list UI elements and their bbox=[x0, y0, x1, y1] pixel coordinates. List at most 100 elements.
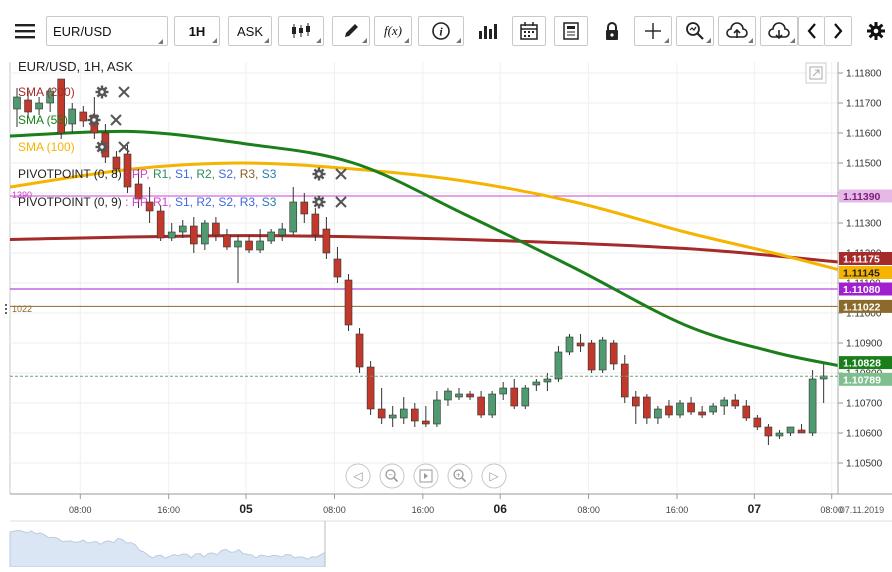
download-button[interactable] bbox=[760, 16, 798, 46]
crosshair-button[interactable] bbox=[634, 16, 672, 46]
next-button[interactable] bbox=[824, 16, 852, 46]
candle-bullish bbox=[444, 388, 452, 406]
candle-bearish bbox=[366, 361, 375, 415]
chart-type-button[interactable] bbox=[278, 16, 324, 46]
candle-bullish bbox=[775, 430, 784, 439]
magnifier-lens bbox=[453, 469, 464, 480]
settings-button[interactable] bbox=[862, 16, 890, 46]
candle-body bbox=[311, 213, 320, 236]
candle-bearish bbox=[123, 145, 132, 193]
candle-bearish bbox=[665, 400, 673, 418]
gear-tooth bbox=[103, 93, 108, 98]
pivot-legend-row: PIVOTPOINT (0, 8) : PP, R1, S1, R2, S2, … bbox=[18, 167, 347, 181]
close-icon[interactable] bbox=[118, 86, 130, 98]
candle-body bbox=[587, 342, 596, 371]
close-icon[interactable] bbox=[335, 168, 347, 180]
price-badge: 1.11145 bbox=[839, 266, 892, 280]
gear-tooth bbox=[320, 203, 325, 208]
candle-bullish bbox=[554, 346, 563, 382]
gear-icon[interactable] bbox=[312, 167, 326, 181]
indicator-row: SMA (200) bbox=[18, 85, 130, 99]
gear-tooth bbox=[88, 114, 93, 119]
candle-bullish bbox=[433, 391, 441, 427]
timeframe-button[interactable]: 1H bbox=[174, 16, 220, 46]
time-tick-label: 08:00 bbox=[820, 505, 843, 515]
indicator-label: SMA (200) bbox=[18, 85, 75, 99]
candle-body bbox=[786, 426, 795, 434]
price-badge-label: 1.11080 bbox=[843, 284, 881, 296]
close-icon[interactable] bbox=[110, 114, 122, 126]
gear-icon bbox=[867, 22, 885, 40]
gear-tooth bbox=[100, 150, 104, 154]
candle-bearish bbox=[300, 193, 309, 223]
candle-bearish bbox=[687, 397, 695, 415]
gear-icon[interactable] bbox=[312, 195, 326, 209]
reset-view-icon[interactable] bbox=[413, 463, 439, 489]
close-icon[interactable] bbox=[335, 196, 347, 208]
candle-bearish bbox=[311, 208, 320, 241]
nav-control-circle bbox=[345, 463, 371, 489]
candle-body bbox=[620, 363, 629, 398]
price-badge: 1.11022 bbox=[839, 299, 892, 313]
candle-bearish bbox=[145, 187, 154, 223]
candle-bullish bbox=[808, 370, 817, 436]
candle-body bbox=[156, 210, 165, 239]
prev-button[interactable] bbox=[798, 16, 824, 46]
candle-body bbox=[797, 429, 806, 434]
candle-bullish bbox=[35, 97, 43, 115]
candle-bearish bbox=[797, 424, 806, 434]
zoom-in-icon[interactable]: + bbox=[447, 463, 473, 489]
candle-bullish bbox=[178, 220, 187, 238]
hamburger-menu-icon[interactable] bbox=[8, 16, 42, 46]
news-button[interactable] bbox=[554, 16, 588, 46]
lock-button[interactable] bbox=[596, 16, 628, 46]
crosshair-icon bbox=[645, 23, 661, 39]
gear-tooth bbox=[105, 145, 109, 149]
scroll-right-icon[interactable]: ▷ bbox=[481, 463, 507, 489]
candle-bearish bbox=[631, 391, 640, 424]
nav-control-circle bbox=[447, 463, 473, 489]
expand-icon[interactable] bbox=[805, 62, 827, 84]
zoom-out-icon[interactable]: − bbox=[379, 463, 405, 489]
candle-body bbox=[676, 402, 684, 416]
gear-icon[interactable] bbox=[87, 113, 101, 127]
candle-bearish bbox=[620, 355, 629, 403]
info-button[interactable]: i bbox=[418, 16, 464, 46]
price-tick-label: 1.10700 bbox=[846, 399, 883, 410]
scroll-left-icon[interactable]: ◁ bbox=[345, 463, 371, 489]
indicators-button[interactable]: f(x) bbox=[374, 16, 412, 46]
symbol-input[interactable] bbox=[46, 16, 168, 46]
close-icon[interactable] bbox=[118, 141, 130, 153]
nav-control-glyph: ◁ bbox=[352, 469, 362, 483]
indicator-label: SMA (55) bbox=[18, 113, 68, 127]
candle-body bbox=[466, 393, 474, 398]
candlestick-icon bbox=[292, 23, 310, 38]
draw-button[interactable] bbox=[332, 16, 370, 46]
calendar-button[interactable] bbox=[512, 16, 546, 46]
candle-body bbox=[289, 201, 298, 233]
chart-background bbox=[0, 62, 892, 567]
left-drag-handle[interactable] bbox=[5, 304, 7, 314]
chart-area[interactable]: 1.118001.117001.116001.115001.114001.113… bbox=[0, 59, 892, 568]
upload-button[interactable] bbox=[718, 16, 756, 46]
lock-icon bbox=[606, 22, 618, 40]
gear-tooth bbox=[96, 86, 101, 91]
price-badge-bg bbox=[839, 282, 892, 296]
price-type-button[interactable]: ASK bbox=[228, 16, 272, 46]
price-chart[interactable]: 1.118001.117001.116001.115001.114001.113… bbox=[0, 59, 892, 568]
gear-icon[interactable] bbox=[95, 140, 109, 154]
gear-tooth bbox=[322, 200, 326, 204]
info-glyph: i bbox=[439, 25, 443, 39]
candle-body bbox=[344, 279, 353, 326]
candle-body bbox=[388, 414, 397, 419]
volume-button[interactable] bbox=[470, 16, 504, 46]
gear-tooth bbox=[312, 200, 316, 204]
indicator-row: SMA (100) bbox=[18, 140, 130, 154]
gear-tooth bbox=[105, 90, 109, 94]
price-badge: 1.11175 bbox=[839, 252, 892, 266]
candle-bullish bbox=[68, 103, 77, 133]
price-badge: 1.11390 bbox=[839, 189, 892, 203]
zoom-button[interactable] bbox=[676, 16, 714, 46]
candle-body bbox=[190, 225, 198, 245]
gear-icon[interactable] bbox=[95, 85, 109, 99]
